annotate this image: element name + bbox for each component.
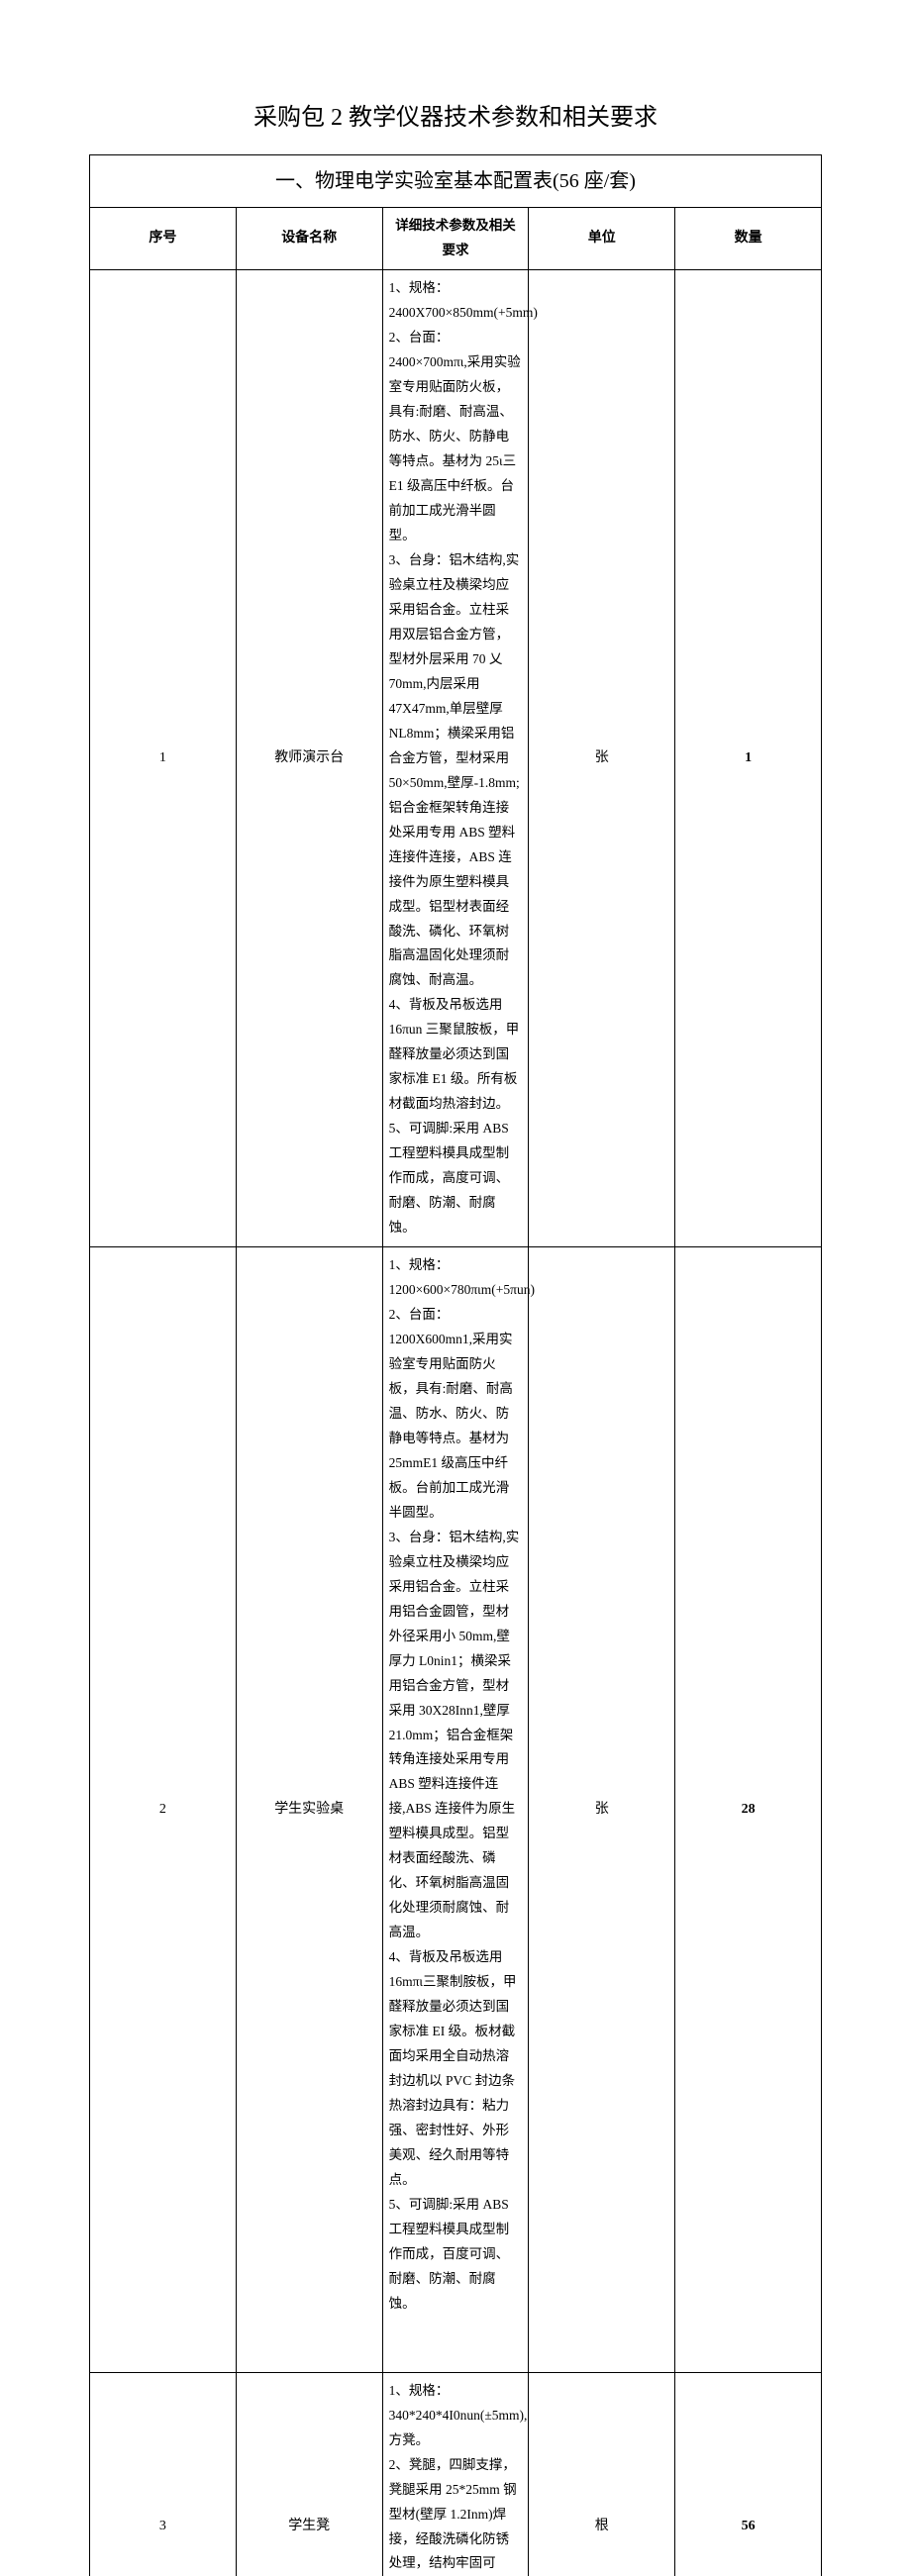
section-title: 一、物理电学实验室基本配置表(56 座/套) [90,155,822,208]
table-row: 3 学生凳 1、规格：340*240*4I0nun(±5mm),方凳。 2、凳腿… [90,2372,822,2576]
spec-table: 一、物理电学实验室基本配置表(56 座/套) 序号 设备名称 详细技术参数及相关… [89,154,822,2576]
document-title: 采购包 2 教学仪器技术参数和相关要求 [89,99,822,137]
table-row: 2 学生实验桌 1、规格：1200×600×780πιm(+5πun) 2、台面… [90,1247,822,2373]
table-row: 1 教师演示台 1、规格：2400X700×850mm(+5mm) 2、台面：2… [90,270,822,1247]
cell-spec: 1、规格：1200×600×780πιm(+5πun) 2、台面：1200X60… [382,1247,529,2373]
table-header-row: 序号 设备名称 详细技术参数及相关要求 单位 数量 [90,208,822,270]
col-header-qty: 数量 [675,208,822,270]
cell-unit: 张 [529,1247,675,2373]
cell-index: 2 [90,1247,237,2373]
col-header-name: 设备名称 [236,208,382,270]
cell-unit: 根 [529,2372,675,2576]
cell-unit: 张 [529,270,675,1247]
col-header-spec: 详细技术参数及相关要求 [382,208,529,270]
cell-name: 学生实验桌 [236,1247,382,2373]
cell-index: 1 [90,270,237,1247]
cell-spec: 1、规格：340*240*4I0nun(±5mm),方凳。 2、凳腿，四脚支撑，… [382,2372,529,2576]
cell-spec: 1、规格：2400X700×850mm(+5mm) 2、台面：2400×700m… [382,270,529,1247]
col-header-index: 序号 [90,208,237,270]
cell-name: 教师演示台 [236,270,382,1247]
cell-name: 学生凳 [236,2372,382,2576]
cell-qty: 28 [675,1247,822,2373]
cell-index: 3 [90,2372,237,2576]
cell-qty: 56 [675,2372,822,2576]
col-header-unit: 单位 [529,208,675,270]
cell-qty: 1 [675,270,822,1247]
section-row: 一、物理电学实验室基本配置表(56 座/套) [90,155,822,208]
